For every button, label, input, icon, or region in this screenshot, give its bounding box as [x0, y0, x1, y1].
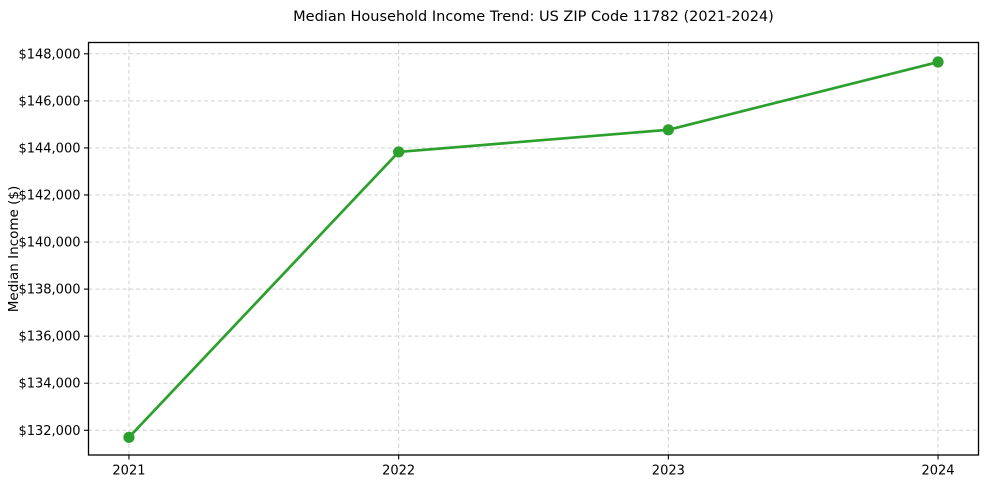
y-tick-label: $132,000: [18, 424, 80, 439]
data-point-2022: [393, 146, 405, 158]
y-tick-label: $148,000: [18, 47, 80, 62]
trend-line: [127, 60, 940, 439]
y-tick-label: $144,000: [18, 141, 80, 156]
x-tick-label: 2024: [921, 464, 954, 479]
y-tick-label: $138,000: [18, 283, 80, 298]
x-tick-label: 2022: [382, 464, 415, 479]
data-point-2023: [662, 124, 674, 136]
y-tick-label: $136,000: [18, 330, 80, 345]
y-tick-label: $142,000: [18, 188, 80, 203]
plot-border: [87, 41, 980, 456]
y-tick-label: $134,000: [18, 377, 80, 392]
x-tick-label: 2021: [112, 464, 145, 479]
y-tick-label: $146,000: [18, 94, 80, 109]
data-point-2024: [932, 56, 944, 68]
y-tick-label: $140,000: [18, 236, 80, 251]
chart-title: Median Household Income Trend: US ZIP Co…: [293, 9, 774, 25]
data-point-2021: [123, 431, 135, 443]
x-tick-label: 2023: [652, 464, 685, 479]
